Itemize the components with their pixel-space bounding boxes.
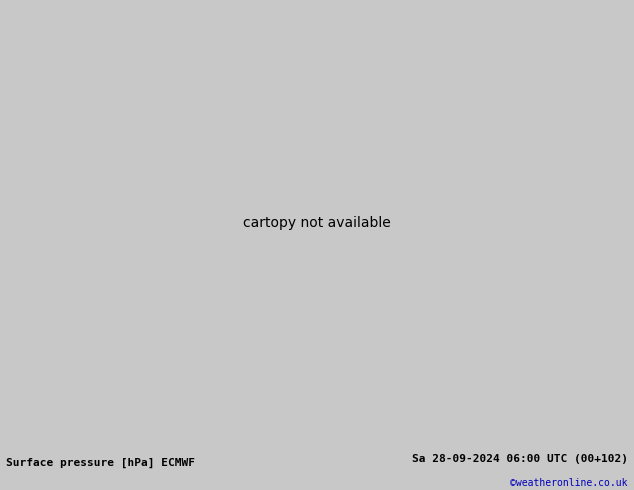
Text: cartopy not available: cartopy not available [243,216,391,230]
Text: Surface pressure [hPa] ECMWF: Surface pressure [hPa] ECMWF [6,458,195,468]
Text: Sa 28-09-2024 06:00 UTC (00+102): Sa 28-09-2024 06:00 UTC (00+102) [411,454,628,464]
Text: ©weatheronline.co.uk: ©weatheronline.co.uk [510,478,628,488]
